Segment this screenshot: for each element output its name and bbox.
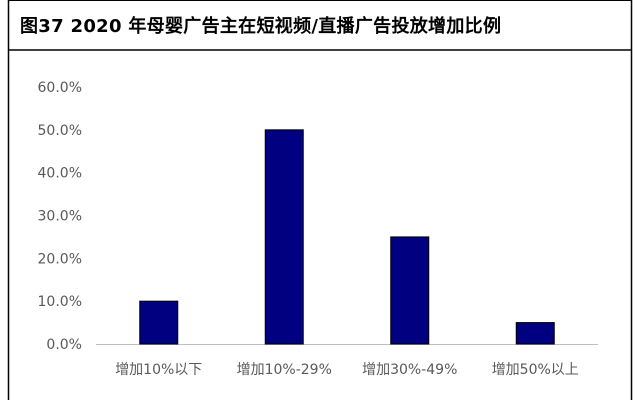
y-axis-ticks: 0.0% 10.0% 20.0% 30.0% 40.0% 50.0% 60.0% [38, 80, 82, 353]
y-tick-label: 10.0% [38, 294, 82, 310]
y-tick-label: 50.0% [38, 123, 82, 139]
x-category-label: 增加30%-49% [362, 362, 457, 378]
y-tick-label: 40.0% [38, 166, 82, 182]
bar [390, 236, 430, 345]
y-tick-label: 20.0% [38, 251, 82, 267]
bar [264, 129, 304, 345]
y-tick-label: 0.0% [46, 337, 82, 353]
y-tick-label: 30.0% [38, 209, 82, 225]
bar [515, 322, 555, 345]
x-axis-labels: 增加10%以下 增加10%-29% 增加30%-49% 增加50%以上 [115, 362, 579, 378]
y-tick-label: 60.0% [38, 80, 82, 96]
x-category-label: 增加10%以下 [115, 362, 202, 378]
bar [139, 300, 179, 345]
bars-group [139, 129, 555, 345]
figure-title-bar: 图37 2020 年母婴广告主在短视频/直播广告投放增加比例 [8, 0, 632, 50]
x-category-label: 增加50%以上 [492, 362, 579, 378]
figure-title: 图37 2020 年母婴广告主在短视频/直播广告投放增加比例 [20, 16, 502, 37]
x-category-label: 增加10%-29% [237, 362, 332, 378]
